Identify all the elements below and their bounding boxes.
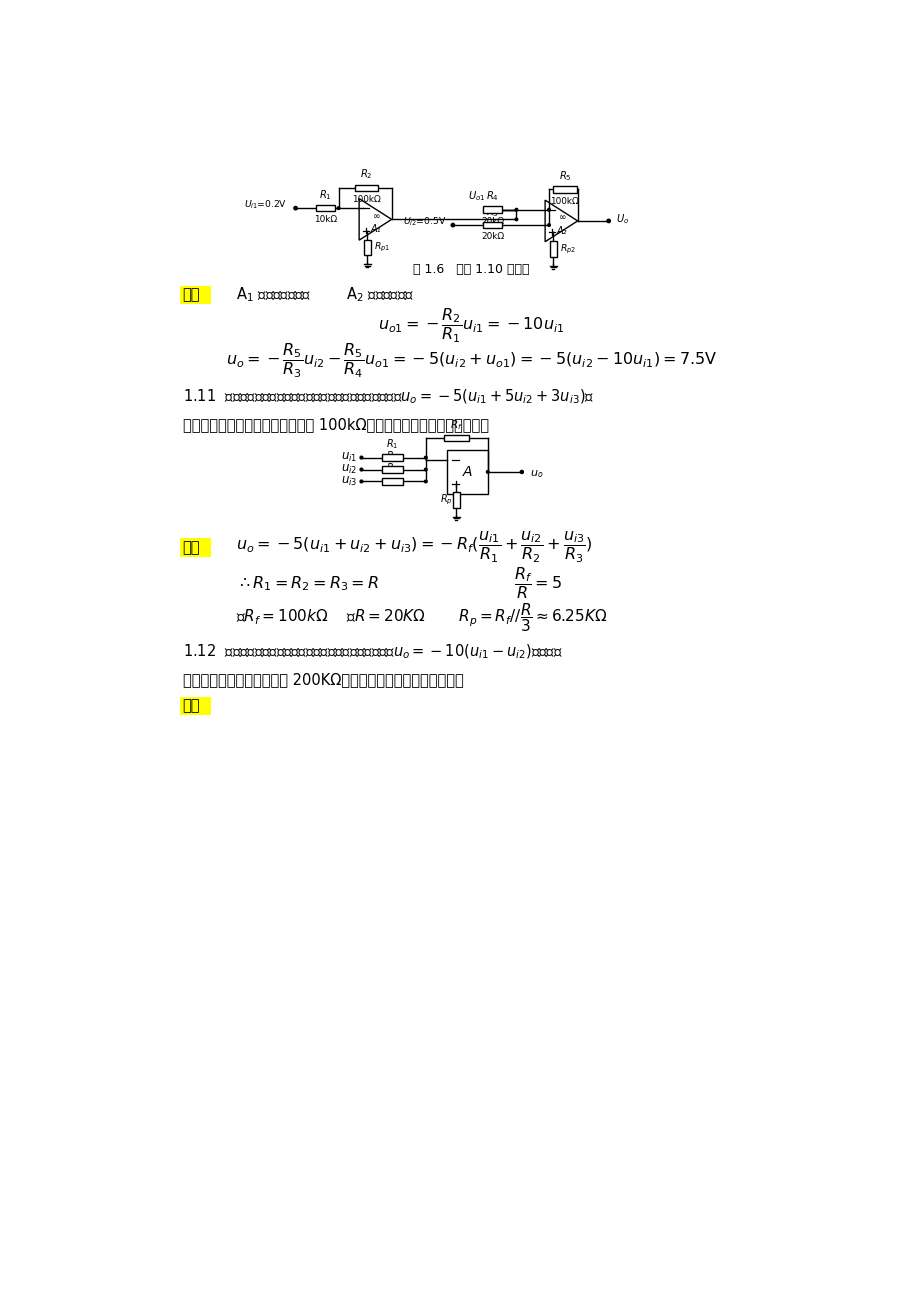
Text: $U_{i2}$=0.5V: $U_{i2}$=0.5V xyxy=(403,216,447,228)
Text: $u_o$: $u_o$ xyxy=(529,469,542,480)
Bar xyxy=(482,221,502,228)
Polygon shape xyxy=(545,201,577,242)
FancyBboxPatch shape xyxy=(180,538,210,557)
Text: $\dfrac{R_f}{R}=5$: $\dfrac{R_f}{R}=5$ xyxy=(514,566,562,602)
Text: $\infty$: $\infty$ xyxy=(557,214,566,223)
Circle shape xyxy=(359,456,362,460)
Text: $u_{o1}=-\dfrac{R_2}{R_1}u_{i1}=-10u_{i1}$: $u_{o1}=-\dfrac{R_2}{R_1}u_{i1}=-10u_{i1… xyxy=(378,306,564,345)
Text: $u_{i1}$: $u_{i1}$ xyxy=(341,450,357,464)
Bar xyxy=(382,454,403,461)
Bar xyxy=(382,478,403,484)
Text: $R_{p1}$: $R_{p1}$ xyxy=(374,241,390,254)
Bar xyxy=(482,207,502,214)
Text: 100kΩ: 100kΩ xyxy=(550,197,579,206)
Circle shape xyxy=(450,224,454,227)
Text: 解：: 解： xyxy=(182,540,199,555)
Text: $R_2$: $R_2$ xyxy=(360,168,372,181)
Text: $R_1$: $R_1$ xyxy=(319,187,332,202)
Bar xyxy=(452,492,460,508)
Text: 并且要求电路中最大的阻值不超过 100kΩ，试画出电路图，计算各阻值。: 并且要求电路中最大的阻值不超过 100kΩ，试画出电路图，计算各阻值。 xyxy=(183,417,489,432)
Bar xyxy=(444,435,469,441)
Circle shape xyxy=(424,469,426,471)
Text: $\therefore R_1=R_2=R_3=R$: $\therefore R_1=R_2=R_3=R$ xyxy=(235,574,379,592)
Text: $R_4$: $R_4$ xyxy=(485,189,498,203)
Bar xyxy=(355,185,378,191)
Text: $u_o=-5(u_{i1}+u_{i2}+u_{i3})=-R_f(\dfrac{u_{i1}}{R_1}+\dfrac{u_{i2}}{R_2}+\dfra: $u_o=-5(u_{i1}+u_{i2}+u_{i3})=-R_f(\dfra… xyxy=(235,530,592,565)
Circle shape xyxy=(359,480,362,483)
Text: $R_p$: $R_p$ xyxy=(439,493,452,508)
Text: 解：: 解： xyxy=(182,698,199,713)
Text: $R_{p2}$: $R_{p2}$ xyxy=(560,242,575,255)
Text: $U_o$: $U_o$ xyxy=(616,212,629,225)
Text: 1.11  采用一片集成运放设计一反相加法电路，要求关系式为$u_o=-5(u_{i1}+5u_{i2}+3u_{i3})$，: 1.11 采用一片集成运放设计一反相加法电路，要求关系式为$u_o=-5(u_{… xyxy=(183,387,594,406)
Circle shape xyxy=(607,219,609,223)
Circle shape xyxy=(547,224,550,227)
Text: 10kΩ: 10kΩ xyxy=(314,215,337,224)
Text: 解：: 解： xyxy=(182,288,199,302)
Circle shape xyxy=(424,456,426,458)
Text: $U_{i1}$=0.2V: $U_{i1}$=0.2V xyxy=(244,199,287,211)
Circle shape xyxy=(424,480,426,483)
Text: $u_{i2}$: $u_{i2}$ xyxy=(341,464,357,477)
Text: $R_3$: $R_3$ xyxy=(485,204,498,219)
Text: 100kΩ: 100kΩ xyxy=(352,195,380,204)
Text: $u_{i3}$: $u_{i3}$ xyxy=(341,475,357,488)
Circle shape xyxy=(486,470,489,473)
Text: 1.12  采用一片集成运放设计一个运算电路，要求关系式为$u_o=-10(u_{i1}-u_{i2})$，并且要: 1.12 采用一片集成运放设计一个运算电路，要求关系式为$u_o=-10(u_{… xyxy=(183,643,562,661)
Text: $\infty$: $\infty$ xyxy=(371,212,380,221)
Bar xyxy=(363,240,370,255)
Circle shape xyxy=(293,207,297,210)
Text: $R_f$: $R_f$ xyxy=(450,418,462,431)
Text: A₁: A₁ xyxy=(370,224,380,234)
Circle shape xyxy=(337,207,339,210)
Text: $R_3$: $R_3$ xyxy=(386,461,398,475)
Text: $R_1$: $R_1$ xyxy=(386,437,398,450)
Bar xyxy=(447,449,487,495)
Text: $R_5$: $R_5$ xyxy=(558,169,571,182)
Text: A: A xyxy=(462,465,471,479)
Text: 20kΩ: 20kΩ xyxy=(481,233,504,241)
Bar xyxy=(552,186,576,193)
Circle shape xyxy=(359,469,362,471)
Text: 取$R_f=100k\Omega$    则$R=20K\Omega$       $R_p=R_f//\dfrac{R}{3}\approx 6.25K\Om: 取$R_f=100k\Omega$ 则$R=20K\Omega$ $R_p=R_… xyxy=(235,602,607,634)
Circle shape xyxy=(515,217,517,221)
Text: $R_2$: $R_2$ xyxy=(386,449,398,464)
Circle shape xyxy=(520,470,523,474)
Circle shape xyxy=(547,208,550,211)
Bar xyxy=(316,204,335,211)
Polygon shape xyxy=(358,199,391,240)
Bar xyxy=(382,466,403,473)
Circle shape xyxy=(515,208,517,211)
Text: A₂: A₂ xyxy=(556,227,567,236)
Text: $U_{o1}$: $U_{o1}$ xyxy=(467,189,484,203)
FancyBboxPatch shape xyxy=(180,697,210,715)
Text: $u_o=-\dfrac{R_5}{R_3}u_{i2}-\dfrac{R_5}{R_4}u_{o1}=-5(u_{i2}+u_{o1})=-5(u_{i2}-: $u_o=-\dfrac{R_5}{R_3}u_{i2}-\dfrac{R_5}… xyxy=(225,342,717,380)
Text: 求电路中最大的阻值不超过 200KΩ，试画出电路图，计算各阻值。: 求电路中最大的阻值不超过 200KΩ，试画出电路图，计算各阻值。 xyxy=(183,672,463,687)
Bar xyxy=(550,241,556,256)
Text: 20kΩ: 20kΩ xyxy=(481,217,504,227)
FancyBboxPatch shape xyxy=(180,285,210,305)
Text: 图 1.6   习题 1.10 电路图: 图 1.6 习题 1.10 电路图 xyxy=(413,263,529,276)
Text: $\mathrm{A_1}$ 反相比例电路；        $\mathrm{A_2}$ 反相加法电路: $\mathrm{A_1}$ 反相比例电路； $\mathrm{A_2}$ 反相… xyxy=(235,285,414,305)
